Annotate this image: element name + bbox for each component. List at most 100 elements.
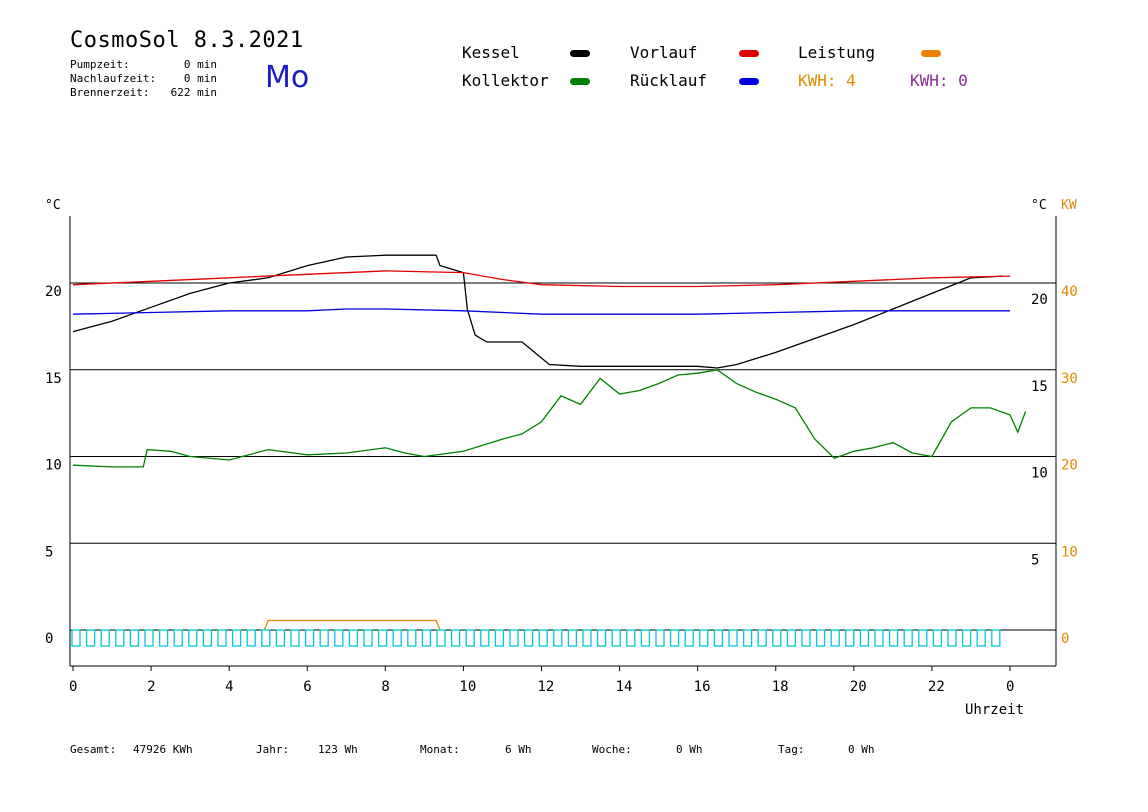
- relay-marker: [961, 629, 972, 647]
- relay-marker: [801, 629, 811, 647]
- relay-marker: [523, 629, 534, 647]
- footer-jahr-label: Jahr:: [256, 743, 290, 756]
- y-left-tick-20: 20: [45, 284, 62, 300]
- relay-marker: [976, 629, 986, 647]
- relay-marker: [918, 629, 928, 647]
- series-line-vorlauf: [72, 270, 1011, 288]
- relay-marker: [509, 629, 519, 647]
- x-tick-label-12: 0: [1006, 679, 1014, 695]
- series-line-kollektor: [72, 369, 1027, 468]
- kwh-right: KWH: 0: [910, 71, 968, 90]
- relay-marker: [742, 629, 753, 647]
- x-tick-label-3: 6: [303, 679, 311, 695]
- relay-marker: [494, 629, 505, 647]
- relay-marker: [334, 629, 344, 647]
- relay-marker: [567, 629, 578, 647]
- y-right-unit-temp: °C: [1031, 198, 1047, 213]
- series-line-kessel: [72, 254, 1003, 369]
- x-tick-label-9: 18: [772, 679, 789, 695]
- legend-swatch-vorlauf: [739, 50, 759, 57]
- relay-marker: [450, 629, 461, 647]
- relay-marker: [465, 629, 475, 647]
- y-right-power-tick-20: 20: [1061, 458, 1078, 474]
- y-right-power-tick-0: 0: [1061, 631, 1069, 647]
- relay-marker: [188, 629, 198, 647]
- y-left-tick-0: 0: [45, 631, 53, 647]
- relay-marker: [202, 629, 213, 647]
- relay-marker: [772, 629, 782, 647]
- x-tick-label-10: 20: [850, 679, 867, 695]
- legend-swatch-kessel: [570, 50, 590, 57]
- relay-marker: [421, 629, 432, 647]
- y-left-tick-15: 15: [45, 371, 62, 387]
- relay-marker: [947, 629, 957, 647]
- y-right-power-tick-30: 30: [1061, 371, 1078, 387]
- stat-value-nachlaufzeit: 0 min: [183, 72, 217, 85]
- legend-label-kessel: Kessel: [462, 43, 520, 62]
- legend-swatch-leistung: [921, 50, 941, 57]
- relay-marker: [246, 629, 256, 647]
- y-left-tick-10: 10: [45, 458, 62, 474]
- legend-label-leistung: Leistung: [798, 43, 876, 62]
- relay-marker: [626, 629, 636, 647]
- relay-marker: [436, 629, 446, 647]
- legend-label-vorlauf: Vorlauf: [630, 43, 698, 62]
- y-right-temp-tick-20: 20: [1031, 292, 1048, 308]
- relay-marker: [728, 629, 738, 647]
- y-right-power-tick-40: 40: [1061, 284, 1078, 300]
- relay-marker: [392, 629, 402, 647]
- relay-marker: [158, 629, 169, 647]
- relay-marker: [261, 629, 271, 647]
- legend-label-kollektor: Kollektor: [462, 71, 549, 90]
- weekday-label: Mo: [265, 60, 310, 95]
- relay-marker: [319, 629, 329, 647]
- grid-layer: [70, 282, 1056, 631]
- relay-marker: [275, 629, 286, 647]
- relay-marker: [217, 629, 227, 647]
- footer-monat-value: 6 Wh: [505, 743, 532, 756]
- relay-marker: [144, 629, 154, 647]
- x-tick-label-6: 12: [538, 679, 555, 695]
- relay-marker: [830, 629, 840, 647]
- footer-gesamt-value: 47926 KWh: [133, 743, 193, 756]
- relay-marker: [71, 629, 81, 647]
- relay-marker: [480, 629, 490, 647]
- relay-marker: [129, 629, 140, 647]
- y-left-tick-5: 5: [45, 544, 53, 560]
- relay-marker: [815, 629, 826, 647]
- relay-marker: [231, 629, 242, 647]
- x-tick-label-4: 8: [381, 679, 389, 695]
- x-tick-label-1: 2: [147, 679, 155, 695]
- relay-marker: [377, 629, 388, 647]
- relay-marker: [669, 629, 680, 647]
- relay-marker: [538, 629, 548, 647]
- relay-marker: [363, 629, 373, 647]
- relay-marker: [304, 629, 315, 647]
- relay-marker: [582, 629, 592, 647]
- x-tick-label-2: 4: [225, 679, 233, 695]
- footer-woche-label: Woche:: [592, 743, 632, 756]
- relay-marker: [348, 629, 359, 647]
- relay-marker: [859, 629, 870, 647]
- stat-value-brennerzeit: 622 min: [170, 86, 217, 99]
- page-title: CosmoSol 8.3.2021: [70, 28, 304, 53]
- legend-swatch-ruecklauf: [739, 78, 759, 85]
- series-line-leistung: [263, 619, 441, 631]
- x-tick-label-5: 10: [459, 679, 476, 695]
- relay-marker: [407, 629, 417, 647]
- relay-layer: [71, 629, 1001, 647]
- relay-marker: [115, 629, 125, 647]
- relay-marker: [100, 629, 110, 647]
- legend-label-ruecklauf: Rücklauf: [630, 71, 708, 90]
- relay-marker: [713, 629, 724, 647]
- relay-marker: [888, 629, 899, 647]
- relay-marker: [290, 629, 300, 647]
- relay-marker: [684, 629, 694, 647]
- relay-marker: [932, 629, 943, 647]
- x-tick-label-8: 16: [694, 679, 711, 695]
- relay-marker: [640, 629, 651, 647]
- relay-marker: [699, 629, 709, 647]
- stat-label-pumpzeit: Pumpzeit:: [70, 58, 130, 71]
- stat-label-brennerzeit: Brennerzeit:: [70, 86, 150, 99]
